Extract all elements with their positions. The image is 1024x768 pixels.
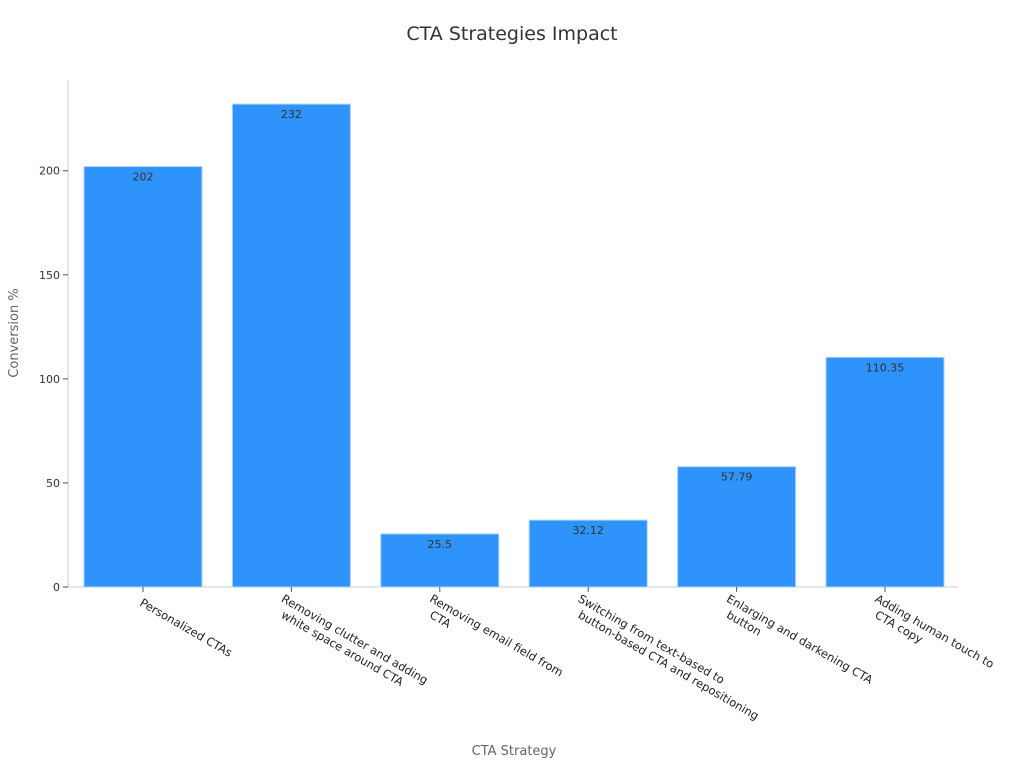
y-tick-label: 50 bbox=[46, 477, 60, 490]
x-tick-label-line: white space around CTA bbox=[279, 608, 406, 690]
bar bbox=[825, 356, 945, 588]
x-tick-label: Personalized CTAs bbox=[138, 595, 235, 659]
bar bbox=[528, 519, 648, 588]
x-tick-label-line: Removing email field from bbox=[427, 591, 565, 679]
bars: 202 232 25.5 32.12 57.79 110.35 bbox=[83, 103, 945, 588]
y-tick-label: 150 bbox=[39, 269, 60, 282]
x-axis-title: CTA Strategy bbox=[472, 744, 557, 759]
x-tick-label-line: Removing clutter and adding bbox=[279, 591, 431, 687]
bar-value-label: 25.5 bbox=[428, 538, 453, 551]
chart-title: CTA Strategies Impact bbox=[406, 23, 617, 45]
bar-value-label: 32.12 bbox=[572, 524, 604, 537]
x-tick-label-line: Enlarging and darkening CTA bbox=[724, 591, 875, 686]
y-tick-label: 0 bbox=[53, 581, 60, 594]
bar-value-label: 202 bbox=[133, 171, 154, 184]
x-tick-label-line: Switching from text-based to bbox=[576, 591, 727, 686]
bar-value-label: 232 bbox=[281, 108, 302, 121]
x-ticks: Personalized CTAs Removing clutter and ad… bbox=[138, 587, 997, 723]
bar bbox=[231, 103, 351, 588]
x-tick-label-line: Personalized CTAs bbox=[138, 595, 235, 659]
x-tick-label-line: Adding human touch to bbox=[873, 591, 997, 671]
bar bbox=[677, 466, 797, 588]
y-axis-title: Conversion % bbox=[7, 288, 22, 377]
bar bbox=[83, 166, 203, 588]
bar-value-label: 57.79 bbox=[721, 471, 753, 484]
bar-value-label: 110.35 bbox=[866, 361, 905, 374]
y-tick-label: 100 bbox=[39, 373, 60, 386]
y-ticks: 0 50 100 150 200 bbox=[39, 165, 68, 594]
y-tick-label: 200 bbox=[39, 165, 60, 178]
